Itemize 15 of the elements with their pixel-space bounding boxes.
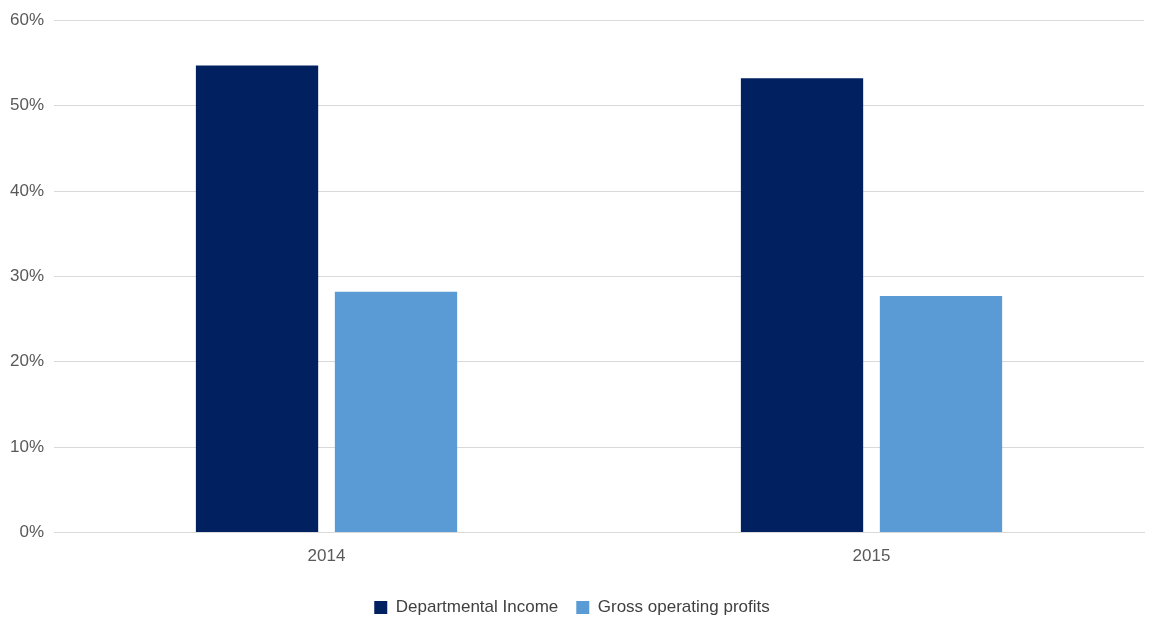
y-tick-label: 30% bbox=[9, 266, 45, 286]
y-tick-label: 20% bbox=[9, 351, 45, 371]
legend-label: Departmental Income bbox=[395, 597, 559, 617]
y-tick-label: 0% bbox=[19, 522, 45, 542]
y-tick-label: 40% bbox=[9, 180, 45, 200]
bar bbox=[740, 78, 864, 533]
x-tick-label: 2015 bbox=[852, 546, 891, 566]
y-tick-label: 50% bbox=[9, 95, 45, 115]
bar bbox=[195, 65, 319, 533]
y-tick-label: 60% bbox=[9, 9, 45, 29]
y-tick-label: 10% bbox=[9, 436, 45, 456]
legend-label: Gross operating profits bbox=[597, 597, 770, 617]
bar bbox=[334, 291, 458, 533]
x-tick-label: 2014 bbox=[307, 546, 346, 566]
bar bbox=[879, 296, 1003, 533]
